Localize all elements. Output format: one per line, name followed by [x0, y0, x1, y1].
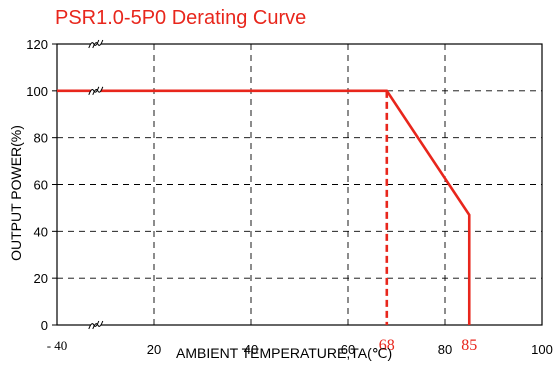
x-tick-label: 40: [244, 342, 258, 357]
x-axis-label: AMBIENT TEMPERATURE,TA(℃): [176, 345, 393, 361]
y-tick-label: 60: [34, 178, 48, 193]
x-tick-label: 80: [438, 342, 452, 357]
x-tick-label: - 40: [47, 338, 68, 353]
x-tick-label: 68: [379, 337, 395, 354]
y-tick-label: 100: [26, 84, 48, 99]
y-tick-label: 120: [26, 37, 48, 52]
y-tick-label: 80: [34, 131, 48, 146]
x-tick-label: 60: [341, 342, 355, 357]
y-tick-label: 20: [34, 271, 48, 286]
axis-break-mark: [92, 320, 104, 330]
axis-break-mask: [90, 86, 101, 95]
y-axis-label: OUTPUT POWER(%): [8, 125, 24, 261]
axis-break-mark: [92, 39, 104, 49]
x-tick-label: 100: [531, 342, 553, 357]
axis-break-mask: [90, 321, 101, 329]
axis-break-mask: [90, 40, 101, 48]
chart-title: PSR1.0-5P0 Derating Curve: [55, 7, 307, 29]
axis-break-mark: [92, 86, 104, 96]
x-tick-label: 20: [147, 342, 161, 357]
derating-curve-line: [57, 89, 471, 325]
y-tick-label: 40: [34, 224, 48, 239]
x-tick-label: 85: [461, 337, 477, 354]
y-tick-label: 0: [41, 318, 48, 333]
